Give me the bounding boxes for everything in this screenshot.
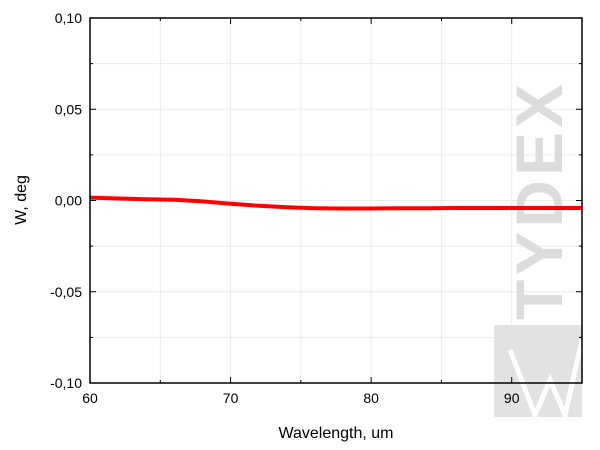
y-tick-label: 0,05 bbox=[55, 101, 82, 117]
x-axis-label: Wavelength, um bbox=[278, 425, 393, 442]
x-tick-label: 90 bbox=[504, 390, 520, 406]
y-tick-label: 0,00 bbox=[55, 193, 82, 209]
plot-frame bbox=[89, 17, 583, 384]
series-line bbox=[89, 195, 582, 211]
watermark-logo-mark bbox=[507, 339, 585, 424]
tydex-watermark: TYDEX bbox=[494, 80, 585, 424]
y-axis-label: W, deg bbox=[13, 175, 30, 225]
y-tick-label: 0,10 bbox=[55, 10, 82, 26]
y-tick-label: -0,05 bbox=[50, 284, 82, 300]
x-tick-label: 80 bbox=[363, 390, 379, 406]
y-tick-label: -0,10 bbox=[50, 375, 82, 391]
tick-labels: 60 70 80 90 0,10 0,05 0,00 -0,05 -0,10 bbox=[50, 10, 520, 406]
x-tick-label: 70 bbox=[223, 390, 239, 406]
watermark-text: TYDEX bbox=[502, 80, 576, 320]
x-tick-label: 60 bbox=[82, 390, 98, 406]
